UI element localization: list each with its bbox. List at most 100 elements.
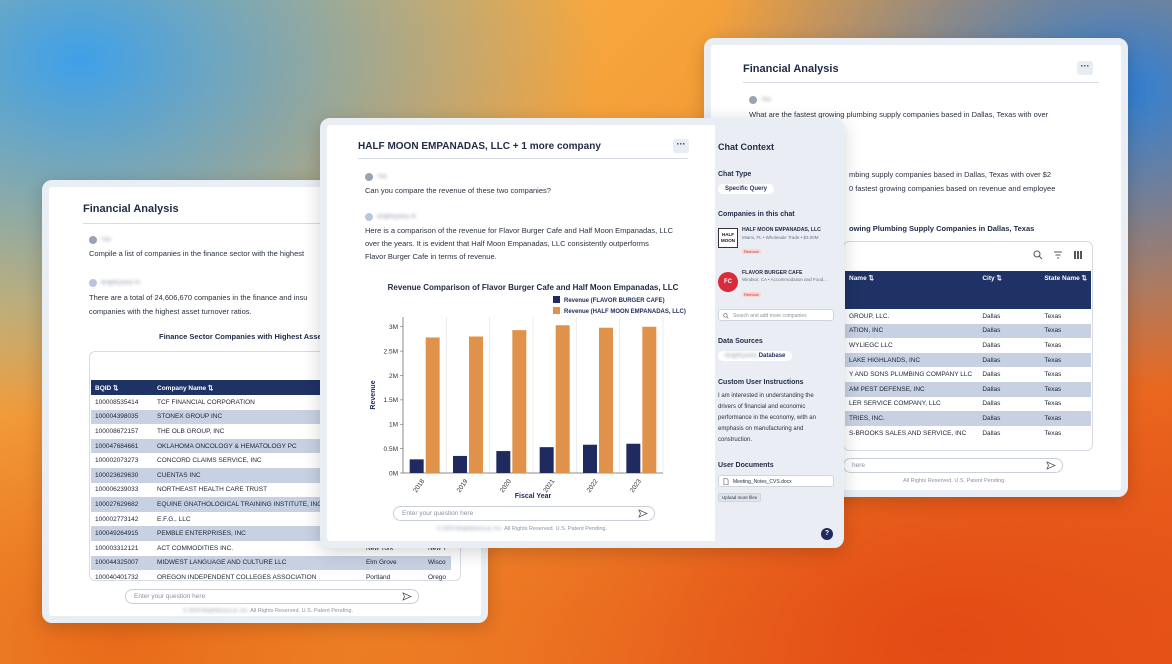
bar-half-moon-empanadas [512, 330, 527, 473]
table-row[interactable]: 100040401732 OREGON INDEPENDENT COLLEGES … [91, 570, 451, 585]
table-cell: Portland [365, 573, 391, 581]
table-row[interactable]: 100006239033 NORTHEAST HEALTH CARE TRUST [91, 483, 451, 498]
chart-title: Revenue Comparison of Flavor Burger Cafe… [388, 283, 679, 292]
legend-label: Revenue (FLAVOR BURGER CAFE) [564, 298, 665, 304]
table-row[interactable]: 100002773142 E.F.G., LLC [91, 512, 451, 527]
table-row[interactable]: 100003312121 ACT COMMODITIES INC. New York… [91, 541, 451, 556]
table-cell: E.F.G., LLC [157, 515, 191, 523]
table-cell: Texas [1044, 371, 1062, 379]
send-icon[interactable] [402, 592, 412, 601]
columns-icon[interactable] [1073, 250, 1083, 260]
title-divider [358, 158, 688, 159]
y-tick-label: 2.5M [384, 348, 398, 355]
table-row[interactable]: LER SERVICE COMPANY, LLC Dallas Texas [845, 397, 1091, 412]
bar-flavor-burger-cafe [453, 455, 467, 473]
company-1-meta: Miami, FL • Wholesale Trade • $3.00M [742, 235, 819, 240]
instructions-label: Custom User Instructions [718, 379, 804, 386]
table-cell: CONCORD CLAIMS SERVICE, INC [157, 457, 262, 465]
bar-half-moon-empanadas [425, 337, 440, 473]
y-tick-label: 3M [389, 324, 398, 331]
table-cell: 100047684661 [91, 438, 153, 454]
x-tick-label: 2021 [542, 478, 556, 494]
chat-type-label: Chat Type [718, 171, 752, 178]
table-cell: Texas [1040, 381, 1091, 397]
filter-icon[interactable] [1053, 250, 1063, 260]
window-title: Financial Analysis [83, 203, 179, 215]
window-title: HALF MOON EMPANADAS, LLC + 1 more compan… [358, 141, 601, 152]
user-avatar-icon [365, 173, 373, 181]
right-results-table: Name ⇅ City ⇅ State Name ⇅ GROUP, LLC. Da… [845, 271, 1091, 440]
table-cell: TCF FINANCIAL CORPORATION [157, 398, 255, 406]
table-cell: ACT COMMODITIES INC. [157, 544, 234, 552]
table-row[interactable]: Y AND SONS PLUMBING COMPANY LLC Dallas Tex… [845, 367, 1091, 382]
help-icon[interactable]: ? [821, 528, 833, 540]
more-options-icon[interactable]: ··· [1077, 61, 1093, 75]
search-icon[interactable] [1033, 250, 1043, 260]
footer: © 2024 BrightQuery.ai, Inc. All Rights R… [183, 608, 353, 614]
table-cell: 100008535414 [95, 398, 139, 406]
company-search-input[interactable]: Search and add more companies [718, 309, 834, 321]
column-header-state[interactable]: State Name ⇅ [1040, 271, 1091, 309]
table-row[interactable]: AM PEST DEFENSE, INC Dallas Texas [845, 381, 1091, 397]
table-row[interactable]: ATION, INC Dallas Texas [845, 323, 1091, 339]
send-icon[interactable] [1046, 461, 1056, 470]
data-source-pill: BrightQuery Database [718, 351, 793, 361]
company-2-remove-badge[interactable]: Remove [742, 292, 761, 297]
more-options-icon[interactable]: ··· [673, 139, 689, 153]
company-1-logo: HALF MOON [718, 228, 738, 248]
table-row[interactable]: 100008672157 THE OLB GROUP, INC [91, 424, 451, 439]
company-2-logo: FC [718, 272, 738, 292]
question-input[interactable]: Enter your question here [125, 589, 419, 604]
table-cell: TRIES, INC. [845, 411, 979, 426]
company-1-remove-badge[interactable]: Remove [742, 249, 761, 254]
table-cell: OKLAHOMA ONCOLOGY & HEMATOLOGY PC [153, 438, 362, 454]
table-row[interactable]: 100008535414 TCF FINANCIAL CORPORATION [91, 395, 451, 410]
question-input[interactable]: here [843, 458, 1063, 473]
table-row[interactable]: TRIES, INC. Dallas Texas [845, 411, 1091, 426]
legend-swatch [553, 307, 560, 314]
question-input[interactable]: Enter your question here [393, 506, 655, 521]
user-message: Compile a list of companies in the finan… [89, 249, 305, 258]
table-cell: 100002773142 [95, 515, 139, 523]
table-row[interactable]: GROUP, LLC. Dallas Texas [845, 309, 1091, 324]
table-cell: Texas [1044, 400, 1062, 408]
table-cell: AM PEST DEFENSE, INC [845, 381, 979, 397]
table-cell: Dallas [982, 341, 1001, 349]
document-file[interactable]: Meeting_Notes_CVS.docx [718, 475, 834, 487]
table-cell: Dallas [982, 429, 1001, 437]
table-cell: Texas [1040, 411, 1091, 426]
table-cell: Dallas [978, 323, 1041, 339]
company-2-name[interactable]: FLAVOR BURGER CAFE [742, 270, 803, 276]
table-cell: Dallas [978, 411, 1041, 426]
search-icon [723, 313, 729, 319]
table-row[interactable]: 100044325007 MIDWEST LANGUAGE AND CULTURE… [91, 555, 451, 571]
column-header-city[interactable]: City ⇅ [978, 271, 1041, 309]
column-header-name[interactable]: Name ⇅ [845, 271, 979, 309]
bar-half-moon-empanadas [555, 325, 570, 473]
table-cell: 100049264915 [91, 526, 153, 541]
table-cell: Dallas [982, 371, 1001, 379]
upload-more-button[interactable]: Upload more files [718, 493, 762, 502]
column-header-bqid[interactable]: BQID ⇅ [91, 380, 153, 395]
table-cell: Dallas [978, 381, 1041, 397]
column-header-company[interactable]: Company Name ⇅ [153, 380, 362, 395]
companies-label: Companies in this chat [718, 211, 795, 218]
legend-swatch [553, 296, 560, 303]
table-cell: NORTHEAST HEALTH CARE TRUST [157, 486, 268, 494]
table-cell: LAKE HIGHLANDS, INC [845, 352, 979, 368]
documents-label: User Documents [718, 462, 774, 469]
table-row[interactable]: 100002073273 CONCORD CLAIMS SERVICE, INC [91, 453, 451, 468]
bar-flavor-burger-cafe [409, 459, 424, 473]
send-icon[interactable] [638, 509, 648, 518]
table-cell: New York [365, 544, 394, 552]
x-tick-label: 2018 [412, 478, 426, 494]
table-row[interactable]: S-BROOKS SALES AND SERVICE, INC Dallas Tex… [845, 426, 1091, 441]
company-1-name[interactable]: HALF MOON EMPANADAS, LLC [742, 227, 821, 233]
instructions-line-2: drivers of financial and economic [718, 404, 806, 410]
user-avatar-icon [89, 236, 97, 244]
table-row[interactable]: WYLIEGC LLC Dallas Texas [845, 338, 1091, 353]
table-cell: Y AND SONS PLUMBING COMPANY LLC [849, 371, 973, 379]
bar-half-moon-empanadas [469, 336, 483, 473]
table-row[interactable]: LAKE HIGHLANDS, INC Dallas Texas [845, 352, 1091, 368]
table-title: Finance Sector Companies with Highest As… [159, 332, 331, 341]
